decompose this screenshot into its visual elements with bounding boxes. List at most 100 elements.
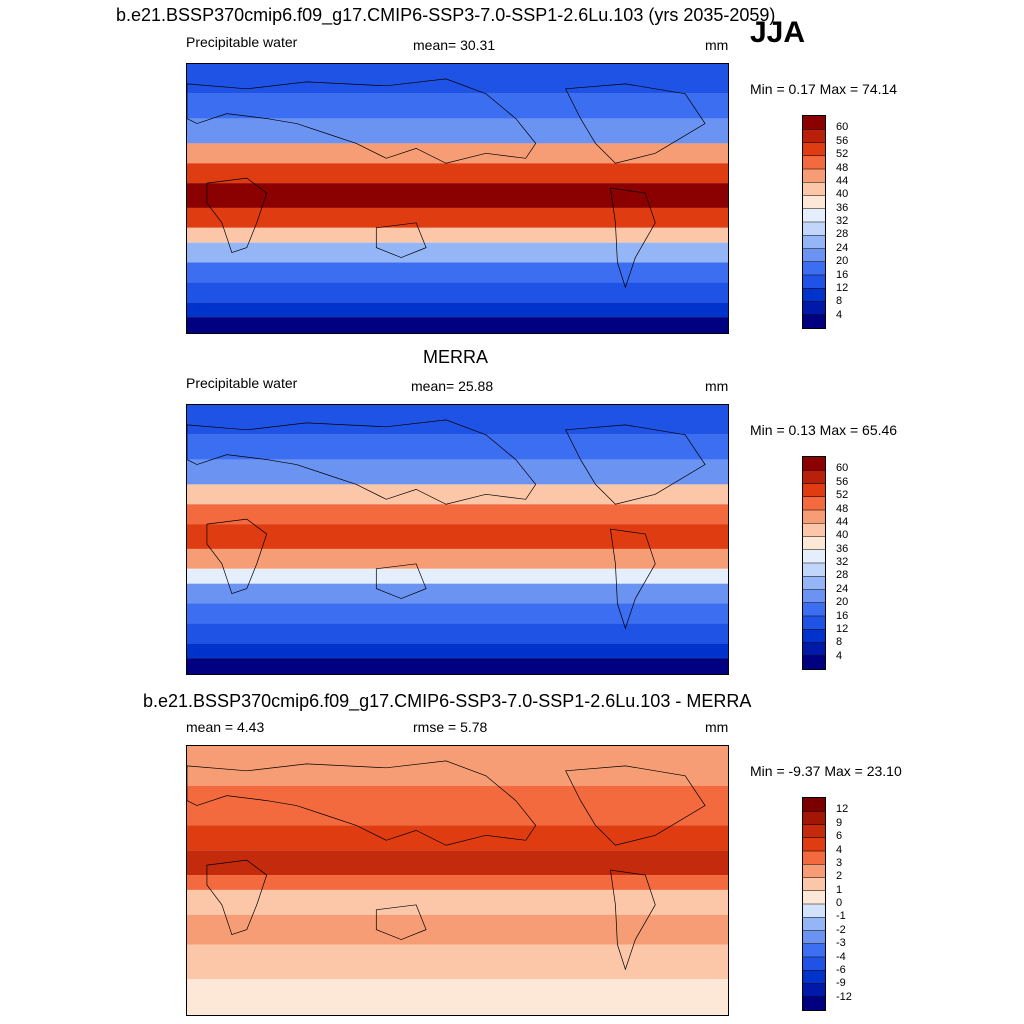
panel-title-model: b.e21.BSSP370cmip6.f09_g17.CMIP6-SSP3-7.… bbox=[116, 5, 776, 25]
colorbar-swatch bbox=[803, 589, 825, 604]
colorbar-tick-label: 56 bbox=[836, 134, 849, 147]
colorbar-swatch bbox=[803, 142, 825, 157]
colorbar-swatch bbox=[803, 208, 825, 223]
colorbar-swatch bbox=[803, 314, 825, 328]
map-obs-coastline bbox=[610, 528, 656, 630]
map-model-band bbox=[187, 118, 728, 144]
map-obs-band bbox=[187, 658, 728, 674]
colorbar-swatch bbox=[803, 824, 825, 839]
colorbar-swatch bbox=[803, 904, 825, 918]
map-model-band bbox=[187, 282, 728, 303]
colorbar-model bbox=[802, 115, 826, 329]
colorbar-tick-label: 48 bbox=[836, 502, 849, 515]
colorbar-swatch bbox=[803, 837, 825, 852]
colorbar-swatch bbox=[803, 642, 825, 657]
colorbar-swatch bbox=[803, 536, 825, 551]
colorbar-tick-label: 4 bbox=[836, 308, 843, 321]
map-model-band bbox=[187, 183, 728, 208]
rmse-label-diff: rmse = 5.78 bbox=[413, 719, 488, 735]
colorbar-swatch bbox=[803, 983, 825, 998]
colorbar-swatch bbox=[803, 116, 825, 130]
map-obs-band bbox=[187, 583, 728, 604]
map-obs-band bbox=[187, 459, 728, 485]
colorbar-swatch bbox=[803, 235, 825, 249]
colorbar-tick-label: 48 bbox=[836, 161, 849, 174]
colorbar-swatch bbox=[803, 155, 825, 170]
map-obs-coastline bbox=[187, 419, 537, 505]
colorbar-tick-label: 56 bbox=[836, 475, 849, 488]
colorbar-tick-label: -4 bbox=[836, 950, 846, 963]
map-obs-coastline bbox=[565, 424, 706, 505]
colorbar-obs bbox=[802, 456, 826, 670]
map-obs-band bbox=[187, 623, 728, 644]
colorbar-tick-label: 8 bbox=[836, 636, 843, 649]
colorbar-swatch bbox=[803, 288, 825, 302]
map-obs-band bbox=[187, 643, 728, 659]
map-obs-band bbox=[187, 405, 728, 435]
map-model-band bbox=[187, 93, 728, 119]
map-diff-coastline bbox=[187, 760, 537, 846]
colorbar-swatch bbox=[803, 629, 825, 643]
map-diff-coastline bbox=[375, 904, 427, 940]
colorbar-swatch bbox=[803, 301, 825, 316]
colorbar-swatch bbox=[803, 169, 825, 183]
colorbar-tick-label: 8 bbox=[836, 295, 843, 308]
map-diff-coastline bbox=[565, 765, 706, 846]
variable-label-obs: Precipitable water bbox=[186, 375, 298, 391]
colorbar-tick-label: 12 bbox=[836, 803, 849, 816]
colorbar-tick-label: 44 bbox=[836, 515, 849, 528]
colorbar-swatch bbox=[803, 996, 825, 1010]
map-model-band bbox=[187, 163, 728, 184]
colorbar-tick-label: -9 bbox=[836, 977, 846, 990]
colorbar-tick-label: 0 bbox=[836, 897, 843, 909]
colorbar-tick-label: 4 bbox=[836, 649, 843, 662]
map-diff-svg bbox=[187, 746, 728, 1015]
colorbar-obs-svg bbox=[803, 457, 825, 669]
mean-label-model: mean= 30.31 bbox=[413, 37, 496, 53]
colorbar-swatch bbox=[803, 261, 825, 276]
colorbar-swatch bbox=[803, 655, 825, 669]
map-model-coastline bbox=[206, 177, 268, 254]
map-obs-coastline bbox=[206, 518, 268, 595]
colorbar-tick-label: -1 bbox=[836, 910, 846, 923]
map-model-coastline bbox=[187, 78, 537, 164]
colorbar-tick-label: 20 bbox=[836, 255, 849, 268]
colorbar-swatch bbox=[803, 275, 825, 289]
season-label: JJA bbox=[750, 16, 806, 49]
units-label-model: mm bbox=[705, 37, 729, 53]
map-diff-band bbox=[187, 875, 728, 890]
colorbar-tick-label: 4 bbox=[836, 843, 843, 856]
colorbar-swatch bbox=[803, 957, 825, 971]
colorbar-swatch bbox=[803, 457, 825, 471]
map-obs-band bbox=[187, 524, 728, 549]
colorbar-tick-label: 24 bbox=[836, 582, 849, 595]
colorbar-swatch bbox=[803, 811, 825, 825]
map-obs-band bbox=[187, 504, 728, 525]
map-model-coastline bbox=[610, 187, 656, 289]
colorbar-tick-label: 28 bbox=[836, 569, 849, 582]
map-diff-coastline bbox=[610, 869, 656, 971]
colorbar-tick-label: 40 bbox=[836, 188, 849, 201]
colorbar-tick-label: 12 bbox=[836, 622, 849, 635]
colorbar-diff-svg bbox=[803, 798, 825, 1010]
colorbar-swatch bbox=[803, 222, 825, 236]
colorbar-swatch bbox=[803, 798, 825, 812]
colorbar-tick-label: 16 bbox=[836, 609, 849, 622]
colorbar-swatch bbox=[803, 943, 825, 958]
map-obs bbox=[186, 404, 729, 675]
map-model-band bbox=[187, 207, 728, 228]
map-obs-band bbox=[187, 548, 728, 569]
colorbar-tick-label: 9 bbox=[836, 816, 843, 829]
map-model-svg bbox=[187, 64, 728, 333]
colorbar-swatch bbox=[803, 576, 825, 590]
mean-label-diff: mean = 4.43 bbox=[186, 719, 265, 735]
colorbar-tick-label: -2 bbox=[836, 923, 846, 936]
map-diff-band bbox=[187, 889, 728, 915]
colorbar-tick-label: 28 bbox=[836, 228, 849, 241]
units-label-diff: mm bbox=[705, 719, 729, 735]
map-model bbox=[186, 63, 729, 334]
map-model-band bbox=[187, 302, 728, 318]
colorbar-swatch bbox=[803, 470, 825, 484]
colorbar-swatch bbox=[803, 496, 825, 511]
colorbar-tick-label: 3 bbox=[836, 856, 843, 869]
